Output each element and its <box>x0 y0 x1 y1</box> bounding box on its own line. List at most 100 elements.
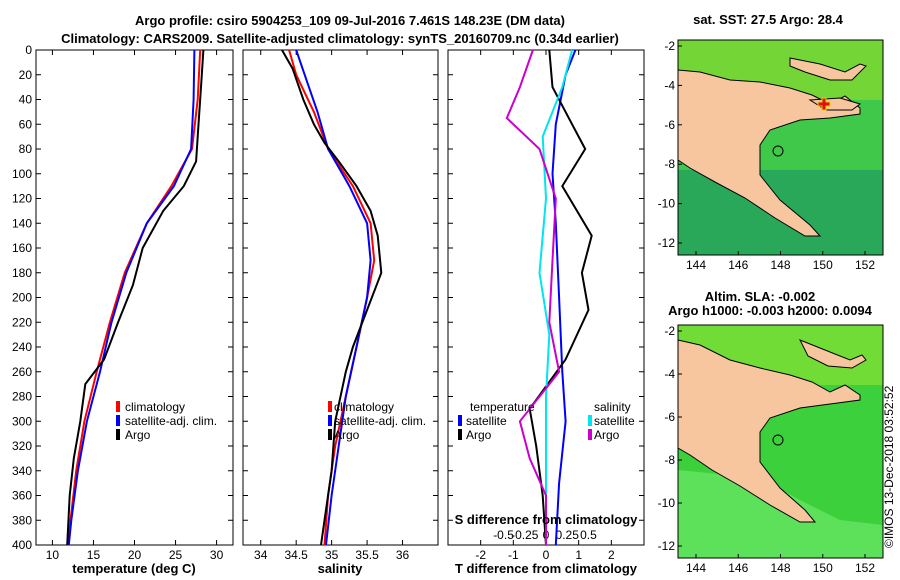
figure-title-line1: Argo profile: csiro 5904253_109 09-Jul-2… <box>135 13 565 28</box>
sst-map: sat. SST: 27.5 Argo: 28.4 144 146 148 150 15… <box>658 12 884 272</box>
sla-map-axes: 144 146 148 150 152 -2 -4 -6 -8 -10 -12 <box>658 324 876 575</box>
temperature-axes-frame <box>35 49 234 546</box>
map-x-tick-label: 150 <box>813 258 833 272</box>
map-y-tick-label: -4 <box>664 78 675 92</box>
salinity-panel: 34 34.5 35 35.5 36 climatology satellite-adj… <box>242 49 439 576</box>
legend-label-climatology: climatology <box>334 400 394 414</box>
temperature-legend: climatology satellite-adj. clim. Argo <box>116 400 217 442</box>
y-tick-label: 60 <box>19 117 33 131</box>
y-tick-label: 40 <box>19 93 33 107</box>
salinity-axes-frame <box>242 49 439 546</box>
legend-swatch-climatology <box>116 401 120 412</box>
legend-swatch-t-argo <box>458 429 462 440</box>
sla-map-south-band <box>678 470 883 558</box>
sla-map: Altim. SLA: -0.002 Argo h1000: -0.003 h2… <box>658 289 884 575</box>
series-line-salinity-argo <box>505 49 561 545</box>
x2-tick-label: -0.5 <box>493 528 514 542</box>
x-tick-label: 30 <box>210 548 224 562</box>
figure-title-line2: Climatology: CARS2009. Satellite-adjuste… <box>61 31 619 46</box>
legend-swatch-t-satellite <box>458 415 462 426</box>
salinity-series <box>281 49 383 546</box>
x-tick-label: 34.5 <box>285 548 309 562</box>
sla-map-title: Altim. SLA: -0.002 <box>705 289 816 304</box>
sst-map-axes: 144 146 148 150 152 -2 -4 -6 -8 -10 -12 <box>658 39 876 272</box>
x2-tick-label: 0.5 <box>580 528 597 542</box>
map-x-tick-label: 146 <box>728 258 748 272</box>
map-x-tick-label: 144 <box>686 258 706 272</box>
y-tick-label: 220 <box>12 315 32 329</box>
series-line-temperature-argo <box>528 49 593 546</box>
legend-label-argo: Argo <box>125 428 151 442</box>
legend-label-s-argo: Argo <box>594 428 620 442</box>
y-tick-label: 160 <box>12 241 32 255</box>
legend-label-s-satellite: satellite <box>594 414 635 428</box>
y-tick-label: 80 <box>19 142 33 156</box>
x2-tick-label: -0.25 <box>511 528 539 542</box>
legend-label-satellite-adj: satellite-adj. clim. <box>125 414 217 428</box>
legend-label-t-satellite: satellite <box>466 414 507 428</box>
map-y-tick-label: -10 <box>658 197 676 211</box>
x-tick-label: -2 <box>475 548 486 562</box>
x-tick-label: 0 <box>543 548 550 562</box>
temperature-series <box>66 49 205 546</box>
map-y-tick-label: -10 <box>658 496 676 510</box>
legend-label-argo: Argo <box>334 428 360 442</box>
series-line-argo <box>281 49 383 546</box>
legend-swatch-argo <box>328 429 332 440</box>
y-tick-label: 300 <box>12 414 32 428</box>
series-line-satellite-adj-clim- <box>295 49 372 546</box>
salinity-x-axis: 34 34.5 35 35.5 36 <box>243 49 438 562</box>
x-tick-label: 15 <box>87 548 101 562</box>
series-line-satellite-adj-clim- <box>67 49 196 546</box>
legend-label-climatology: climatology <box>125 400 185 414</box>
depth-axis: 0 20 40 60 80 100 120 140 160 180 200 220 240 260 280 3… <box>12 43 233 552</box>
map-y-tick-label: -12 <box>658 539 676 553</box>
series-line-temperature-satellite <box>551 49 577 546</box>
y-tick-label: 280 <box>12 390 32 404</box>
y-tick-label: 100 <box>12 167 32 181</box>
salinity-x-label: salinity <box>318 561 364 576</box>
land-new-britain-bottom <box>798 339 867 369</box>
temperature-panel: 0 20 40 60 80 100 120 140 160 180 200 220 240 260 280 3… <box>12 43 234 576</box>
series-line-salinity-satellite <box>538 49 574 545</box>
difference-legend: temperature satellite Argo salinity sate… <box>458 400 635 442</box>
x-tick-label: 35.5 <box>355 548 379 562</box>
y-tick-label: 320 <box>12 439 32 453</box>
difference-panel: -2 -1 0 1 2-0.5-0.25 0 0.25 0.5 temperature sat… <box>447 49 645 576</box>
x-tick-label: 10 <box>46 548 60 562</box>
map-x-tick-label: 144 <box>686 561 706 575</box>
legend-label-satellite-adj: satellite-adj. clim. <box>334 414 426 428</box>
argo-position-marker <box>772 145 784 157</box>
y-tick-label: 20 <box>19 68 33 82</box>
imos-watermark: ©IMOS 13-Dec-2018 03:52:52 <box>882 385 896 548</box>
y-tick-label: 360 <box>12 489 32 503</box>
series-line-climatology <box>288 49 376 546</box>
land-new-britain-top <box>789 57 867 81</box>
land-new-guinea <box>677 69 861 237</box>
legend-label-t-argo: Argo <box>466 428 492 442</box>
x-tick-label: -1 <box>508 548 519 562</box>
sst-pixel-marker <box>817 97 831 111</box>
x-tick-label: 34 <box>254 548 268 562</box>
y-tick-label: 380 <box>12 513 32 527</box>
sst-map-title: sat. SST: 27.5 Argo: 28.4 <box>693 12 844 27</box>
legend-swatch-argo <box>116 429 120 440</box>
y-tick-label: 340 <box>12 464 32 478</box>
difference-top-x-label: S difference from climatology <box>455 512 639 527</box>
x2-tick-label: 0.25 <box>556 528 580 542</box>
x-tick-label: 35 <box>325 548 339 562</box>
y-tick-label: 0 <box>25 43 32 57</box>
argo-position-marker <box>772 434 784 446</box>
difference-x-label: T difference from climatology <box>455 561 638 576</box>
map-x-tick-label: 152 <box>855 258 875 272</box>
map-y-tick-label: -6 <box>664 118 675 132</box>
map-x-tick-label: 148 <box>770 561 790 575</box>
legend-title-salinity: salinity <box>594 400 631 414</box>
x-tick-label: 1 <box>575 548 582 562</box>
map-x-tick-label: 148 <box>770 258 790 272</box>
map-y-tick-label: -6 <box>664 410 675 424</box>
map-x-tick-label: 146 <box>728 561 748 575</box>
legend-swatch-s-satellite <box>588 415 592 426</box>
map-x-tick-label: 152 <box>855 561 875 575</box>
